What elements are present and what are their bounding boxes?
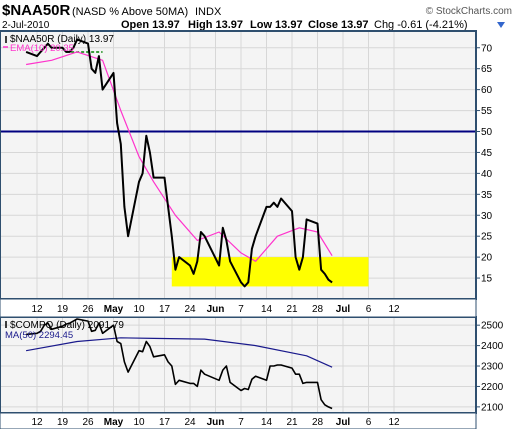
x-tick-label: 21 [286,304,298,315]
x-tick-label: 24 [184,417,196,428]
y-tick-label: 2100 [481,402,504,413]
x-tick-label: 26 [82,417,94,428]
y-tick-label: 70 [481,43,493,54]
y-tick-label: 55 [481,106,493,117]
naa50r-price-line [25,38,333,288]
y-tick-label: 2400 [481,341,504,352]
compq-legend-label: $COMPQ (Daily) 2091.79 [10,320,124,331]
y-tick-label: 2300 [481,362,504,373]
price-panel [0,30,477,300]
close-label: Close 13.97 [308,19,369,31]
x-tick-label: 6 [366,417,372,428]
symbol-title: $NAA50R [2,2,71,19]
y-tick-label: 20 [481,253,493,264]
x-tick-label: 17 [159,304,171,315]
x-tick-label: 21 [286,417,298,428]
date-label: 2-Jul-2010 [2,20,50,31]
y-tick-label: 35 [481,190,493,201]
x-tick-label: 12 [31,304,43,315]
x-tick-label: May [104,417,124,428]
ema-legend-label: EMA(10) 20.35 [10,43,74,54]
y-tick-label: 2500 [481,321,504,332]
y-tick-label: 50 [481,127,493,138]
x-tick-label: Jun [207,304,225,315]
x-tick-label: Jul [336,417,351,428]
y-tick-label: 40 [481,169,493,180]
x-tick-label: 12 [388,304,400,315]
change-label: Chg -0.61 (-4.21%) [374,19,468,31]
x-tick-label: 17 [159,417,171,428]
x-tick-label: 28 [312,417,324,428]
x-tick-label: 19 [57,417,69,428]
y-tick-label: 65 [481,64,493,75]
price-legend-label: $NAA50R (Daily) 13.97 [10,34,114,45]
y-tick-label: 60 [481,85,493,96]
x-axis-strip-1 [0,298,477,318]
symbol-description: (NASD % Above 50MA) [72,6,188,18]
compq-panel [0,316,477,414]
y-tick-label: 15 [481,274,493,285]
x-tick-label: 26 [82,304,94,315]
x-tick-label: Jun [207,417,225,428]
x-tick-label: May [104,304,124,315]
x-tick-label: 12 [388,417,400,428]
high-label: High 13.97 [188,19,243,31]
x-tick-label: 10 [133,304,145,315]
x-tick-label: 14 [261,304,273,315]
x-tick-label: 14 [261,417,273,428]
y-tick-label: 45 [481,148,493,159]
x-tick-label: 12 [31,417,43,428]
open-label: Open 13.97 [121,19,180,31]
exchange-label: INDX [195,6,222,18]
down-triangle-icon[interactable] [497,22,505,28]
x-axis-strip-2 [0,412,477,429]
x-tick-label: 28 [312,304,324,315]
compq-price-line [26,318,333,410]
watermark-label: © StockCharts.com [426,6,512,17]
x-tick-label: Jul [336,304,351,315]
low-label: Low 13.97 [250,19,303,31]
x-tick-label: 19 [57,304,69,315]
ma50-legend-label: MA(50) 2294.45 [5,330,73,341]
x-tick-label: 7 [238,304,244,315]
x-tick-label: 7 [238,417,244,428]
x-tick-label: 6 [366,304,372,315]
y-tick-label: 30 [481,211,493,222]
y-tick-label: 25 [481,232,493,243]
x-tick-label: 10 [133,417,145,428]
x-tick-label: 24 [184,304,196,315]
highlight-band [171,257,369,287]
ma50-line [25,337,333,368]
y-tick-label: 2200 [481,382,504,393]
